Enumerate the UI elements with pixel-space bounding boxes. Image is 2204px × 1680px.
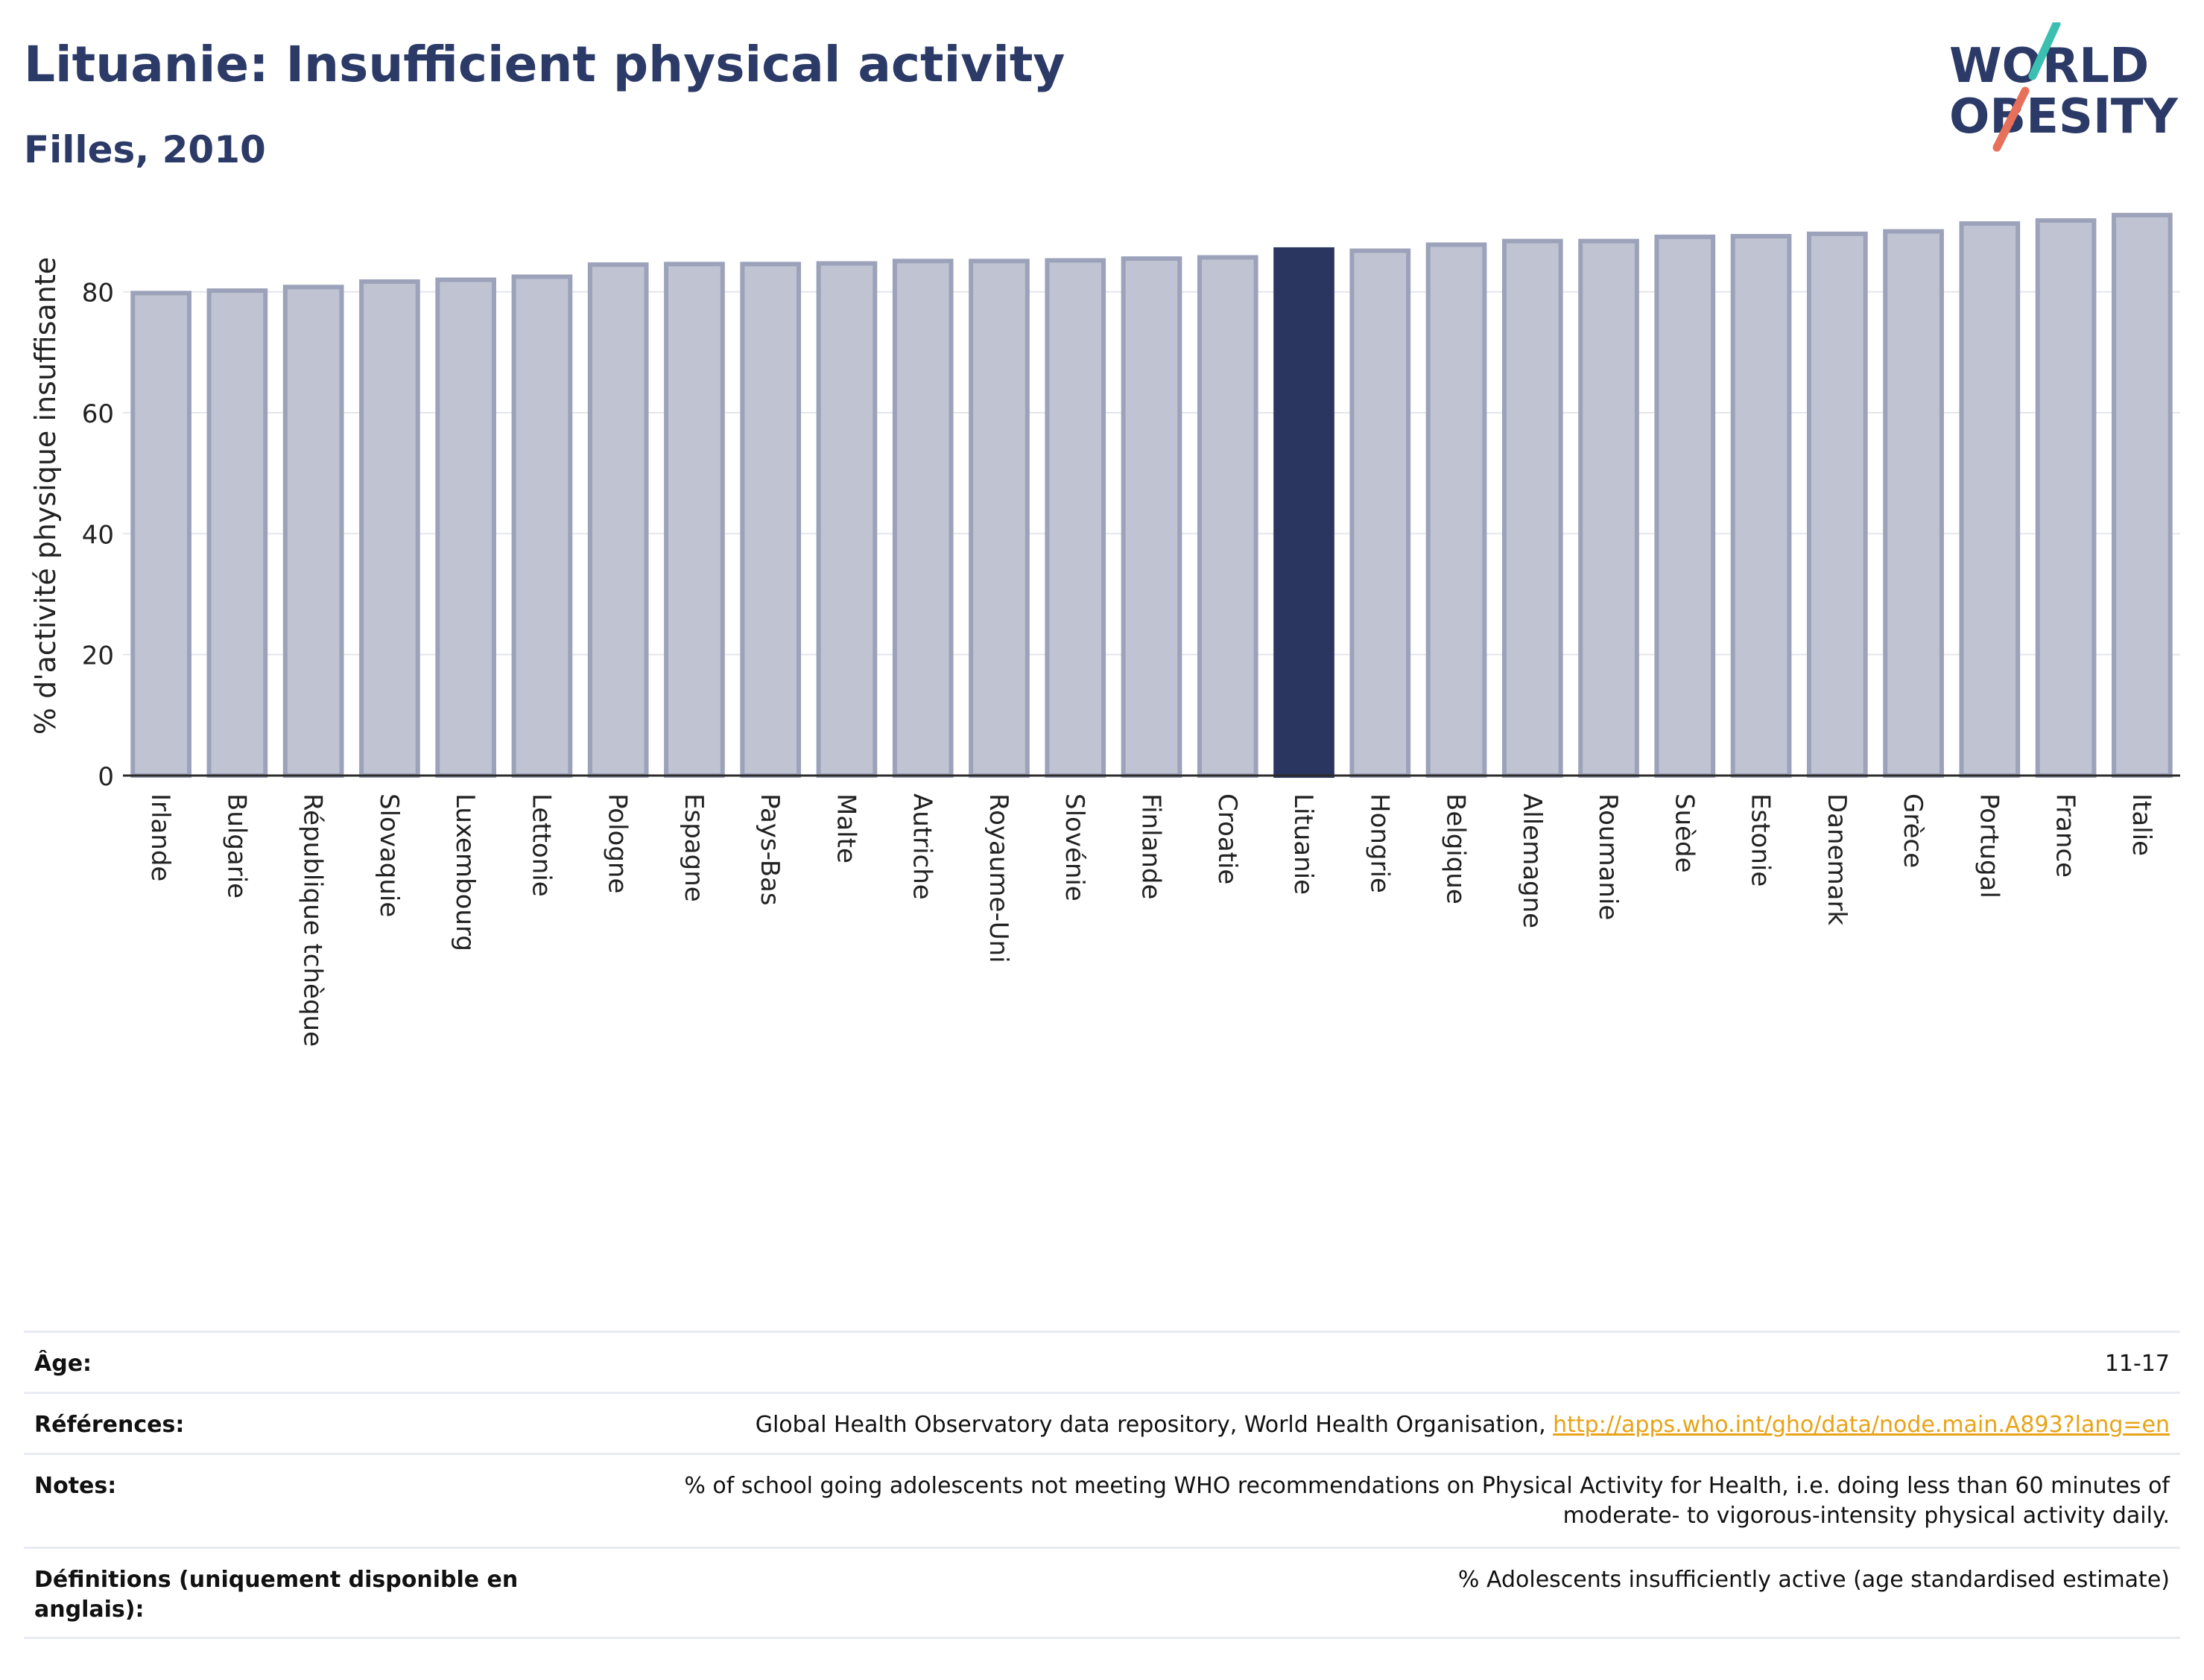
meta-value-definitions: % Adolescents insufficiently active (age… (1457, 1567, 2170, 1593)
meta-value-references: Global Health Observatory data repositor… (755, 1412, 1554, 1438)
bar (1654, 234, 1716, 778)
meta-value-age: 11-17 (2104, 1351, 2170, 1377)
x-tick-label: Bulgarie (221, 793, 251, 898)
bar (740, 261, 802, 778)
bar (1806, 231, 1868, 778)
x-tick-label: Italie (2127, 793, 2156, 856)
y-axis-label: % d'activité physique insuffisante (29, 257, 62, 735)
bar (1425, 242, 1487, 779)
x-tick-label: Royaume-Uni (984, 793, 1013, 963)
x-tick-label: Slovénie (1060, 793, 1089, 901)
meta-label-definitions: Définitions (uniquement disponible en an… (34, 1567, 519, 1623)
bar (2035, 218, 2097, 778)
y-tick-label: 20 (82, 641, 114, 671)
x-tick-label: Finlande (1136, 793, 1166, 899)
bar (1578, 238, 1639, 778)
x-tick-label: Suède (1669, 793, 1699, 873)
bar (892, 259, 954, 778)
meta-row-notes: Notes: % of school going adolescents not… (24, 1453, 2180, 1547)
bar (1121, 256, 1182, 779)
meta-label-references: Références: (34, 1412, 185, 1438)
bar (816, 261, 878, 778)
bar (1730, 234, 1792, 778)
world-obesity-logo: WORLD OBESITY (1949, 22, 2178, 152)
x-tick-label: Autriche (908, 793, 937, 900)
x-tick-label: Luxembourg (450, 793, 480, 951)
bar (130, 291, 191, 778)
y-tick-label: 80 (82, 279, 114, 308)
x-tick-label: Malte (831, 793, 861, 863)
bar (664, 261, 725, 778)
y-tick-label: 60 (82, 399, 114, 429)
bar-chart: 0 20 40 60 80 % d'activité physique insuffisa… (29, 212, 2180, 1047)
bar (206, 288, 268, 778)
x-tick-label: Grèce (1898, 793, 1928, 868)
x-tick-label: France (2051, 793, 2080, 878)
x-tick-label: Lettonie (526, 793, 556, 897)
bar (511, 274, 573, 778)
x-tick-label: Espagne (679, 793, 709, 902)
logo-line2: OBESITY (1949, 89, 2178, 145)
x-tick-label: Hongrie (1364, 793, 1394, 893)
bar (1349, 248, 1411, 778)
meta-value-notes: % of school going adolescents not meetin… (684, 1473, 2170, 1529)
meta-row-definitions: Définitions (uniquement disponible en an… (24, 1547, 2180, 1639)
meta-row-references: Références: Global Health Observatory da… (24, 1392, 2180, 1453)
page-subtitle: Filles, 2010 (24, 128, 266, 171)
y-tick-label: 0 (98, 762, 114, 792)
meta-label-notes: Notes: (34, 1473, 117, 1499)
page-title: Lituanie: Insufficient physical activity (24, 36, 1065, 93)
x-tick-label: Portugal (1974, 793, 2004, 898)
meta-row-age: Âge: 11-17 (24, 1331, 2180, 1392)
x-tick-label: Pays-Bas (755, 793, 785, 906)
y-tick-label: 40 (82, 520, 114, 550)
references-link[interactable]: http://apps.who.int/gho/data/node.main.A… (1553, 1412, 2170, 1438)
x-tick-label: Estonie (1746, 793, 1776, 887)
bar (587, 262, 649, 779)
meta-value-references-wrap: Global Health Observatory data repositor… (756, 1410, 2170, 1440)
x-tick-label: Croatie (1212, 793, 1242, 884)
bar (435, 277, 497, 778)
bar (1883, 229, 1944, 779)
x-tick-label: Slovaquie (374, 793, 404, 917)
bar (1197, 255, 1258, 778)
x-tick-label: Roumanie (1593, 793, 1623, 920)
bar (1045, 258, 1106, 778)
x-tick-label: Irlande (145, 793, 175, 881)
meta-label-age: Âge: (34, 1351, 92, 1377)
bar (282, 285, 344, 778)
bar (1959, 221, 2021, 778)
logo-slash-bottom (1992, 86, 2030, 152)
x-tick-label: Belgique (1441, 793, 1471, 904)
bar (2112, 212, 2173, 778)
x-tick-label: Danemark (1822, 793, 1852, 925)
bar (1501, 238, 1563, 778)
logo-slash-top (2028, 22, 2061, 80)
x-tick-label: République tchèque (298, 793, 328, 1047)
bar (969, 259, 1030, 778)
metadata-table: Âge: 11-17 Références: Global Health Obs… (24, 1331, 2180, 1639)
x-tick-label: Pologne (603, 793, 633, 893)
bar (1273, 247, 1334, 778)
bar (359, 279, 420, 778)
x-tick-label: Lituanie (1288, 793, 1318, 895)
x-tick-label: Allemagne (1517, 793, 1547, 928)
